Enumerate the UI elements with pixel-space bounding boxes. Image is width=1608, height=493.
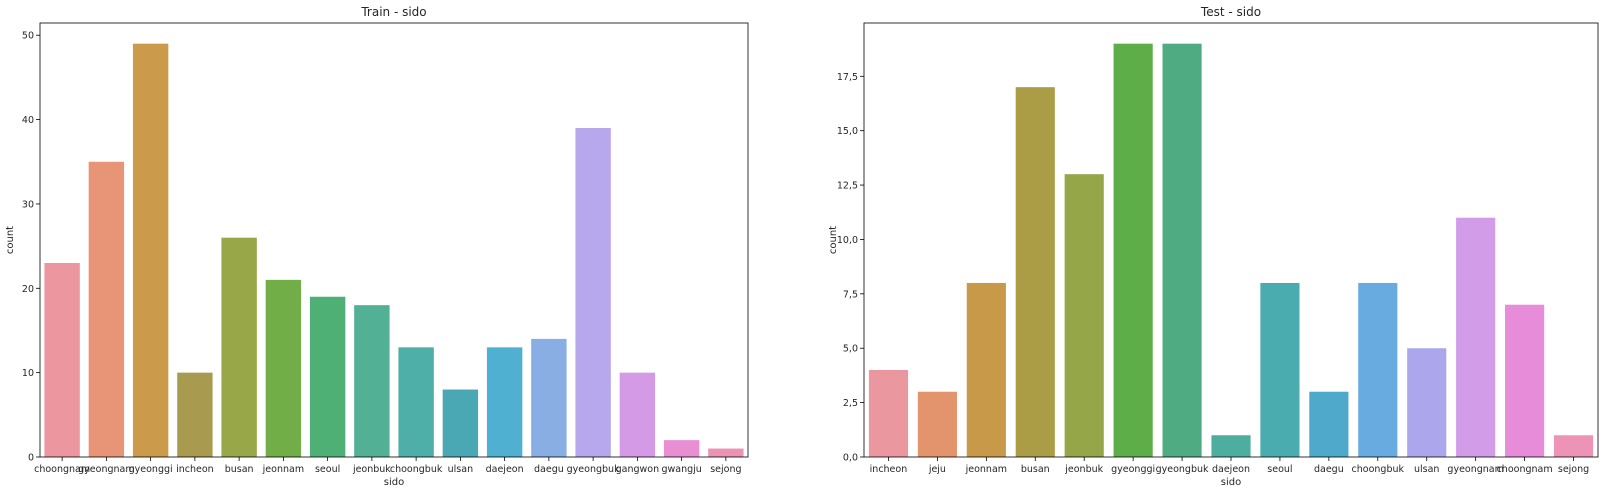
y-tick-label: 10 [22, 368, 34, 379]
x-tick-label-sejong: sejong [710, 464, 741, 475]
y-tick-label: 7,5 [843, 289, 858, 300]
x-tick-label-choongnam: choongnam [1497, 464, 1553, 475]
x-tick-label-incheon: incheon [176, 464, 214, 475]
x-tick-label-busan: busan [225, 464, 254, 475]
bar-gyeongbuk [575, 128, 611, 457]
x-tick-label-daejeon: daejeon [486, 464, 524, 475]
y-axis-label: count [828, 226, 839, 254]
chart-title: Train - sido [360, 5, 426, 19]
bar-jeonnam [966, 282, 1006, 457]
bar-busan [1015, 87, 1055, 458]
y-tick-label: 40 [22, 115, 34, 126]
bar-jeonnam [265, 279, 302, 457]
bar-choongbuk [1358, 282, 1398, 457]
bar-gwangju [663, 440, 700, 457]
y-tick-label: 15,0 [837, 126, 858, 137]
bar-daejeon [1211, 435, 1251, 457]
bar-gangwon [619, 372, 656, 457]
bar-ulsan [1407, 348, 1447, 457]
bar-choongnam [44, 262, 80, 457]
x-tick-label-jeju: jeju [928, 464, 946, 475]
y-tick-label: 0 [28, 453, 34, 464]
bar-gyeongnam [88, 161, 125, 457]
x-tick-label-choongbuk: choongbuk [1352, 464, 1405, 475]
x-tick-label-incheon: incheon [870, 464, 908, 475]
x-tick-label-gwangju: gwangju [661, 464, 701, 475]
bar-incheon [868, 369, 909, 457]
bar-gyeonggi [1113, 43, 1153, 458]
x-tick-label-gyeonggi: gyeonggi [129, 464, 173, 475]
chart-test-sido: 0,0 2,5 5,0 7,5 10,0 12,5 15,0 17,5 incheon jeju j… [828, 5, 1599, 488]
x-tick-label-choongnam: choongnam [34, 464, 90, 475]
x-tick-label-jeonbuk: jeonbuk [1064, 464, 1103, 475]
x-tick-label-daegu: daegu [1314, 464, 1344, 475]
y-tick-label: 5,0 [843, 344, 858, 355]
x-tick-label-choongbuk: choongbuk [390, 464, 443, 475]
x-tick-label-jeonnam: jeonnam [262, 464, 304, 475]
x-tick-label-gangwon: gangwon [616, 464, 660, 475]
y-tick-label: 30 [22, 199, 34, 210]
bar-daegu [531, 338, 567, 457]
x-tick-label-ulsan: ulsan [448, 464, 473, 475]
bar-jeju [917, 391, 957, 457]
x-tick-label-seoul: seoul [1267, 464, 1292, 475]
y-tick-label: 0,0 [843, 453, 858, 464]
bar-jeonbuk [354, 305, 390, 457]
x-tick-label-seoul: seoul [315, 464, 340, 475]
x-tick-label-gyeongnam: gyeongnam [1447, 464, 1503, 475]
y-tick-label: 12,5 [837, 181, 858, 192]
x-tick-label-busan: busan [1021, 464, 1050, 475]
bar-busan [221, 237, 257, 457]
x-tick-label-gyeonggi: gyeonggi [1111, 464, 1155, 475]
y-tick-label: 17,5 [837, 72, 858, 83]
x-tick-label-ulsan: ulsan [1414, 464, 1439, 475]
x-tick-label-gyeongnam: gyeongnam [78, 464, 134, 475]
bar-gyeongnam [1456, 217, 1496, 457]
bar-sejong [1553, 435, 1594, 457]
bar-gyeonggi [132, 43, 169, 458]
bar-gyeongbuk [1162, 43, 1202, 458]
x-tick-label-gyeongbuk: gyeongbuk [567, 464, 620, 475]
bar-incheon [177, 372, 213, 457]
y-axis-label: count [5, 226, 16, 254]
y-tick-label: 10,0 [837, 235, 858, 246]
bar-daejeon [486, 347, 523, 457]
bar-seoul [309, 296, 346, 457]
x-tick-label-daejeon: daejeon [1212, 464, 1250, 475]
x-axis-label: sido [384, 477, 404, 488]
x-axis-label: sido [1221, 477, 1241, 488]
y-tick-label: 20 [22, 284, 34, 295]
x-tick-label-jeonnam: jeonnam [965, 464, 1007, 475]
y-tick-label: 2,5 [843, 398, 858, 409]
y-tick-label: 50 [22, 31, 34, 42]
x-tick-label-daegu: daegu [534, 464, 564, 475]
chart-title: Test - sido [1200, 5, 1261, 19]
x-tick-label-sejong: sejong [1558, 464, 1589, 475]
x-tick-label-jeonbuk: jeonbuk [352, 464, 391, 475]
bar-jeonbuk [1064, 174, 1104, 457]
plot-frame [39, 22, 749, 458]
bar-seoul [1260, 282, 1300, 457]
bar-daegu [1309, 391, 1349, 457]
bar-sejong [708, 448, 744, 457]
bar-choongnam [1505, 304, 1545, 457]
x-tick-label-gyeongbuk: gyeongbuk [1156, 464, 1209, 475]
bar-ulsan [442, 389, 479, 457]
bar-choongbuk [398, 347, 434, 457]
